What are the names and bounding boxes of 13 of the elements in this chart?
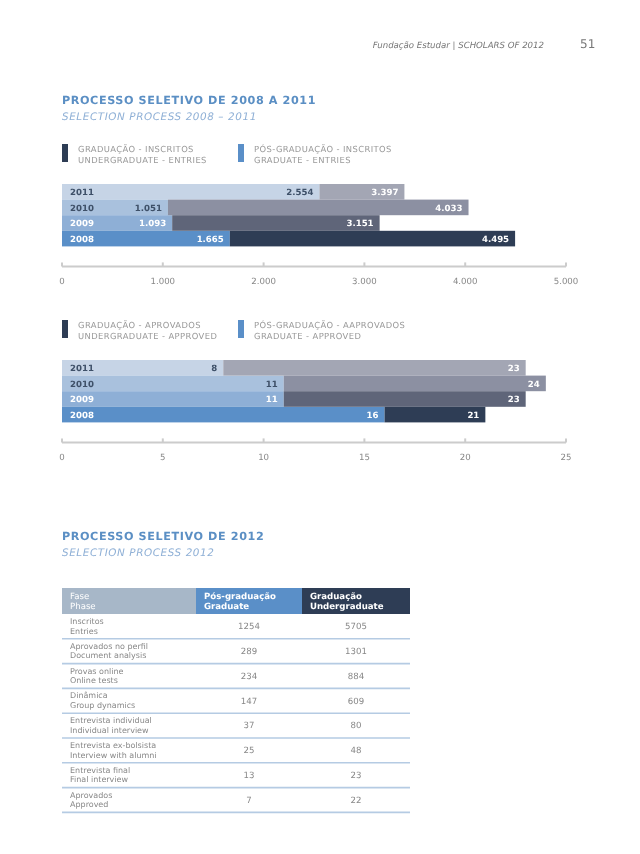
- bar: [384, 406, 486, 423]
- bar: [283, 375, 546, 392]
- bar: [229, 230, 516, 247]
- bar: [62, 406, 385, 423]
- bar: [62, 391, 284, 407]
- bar: [172, 215, 380, 231]
- bar: [62, 360, 224, 376]
- bar: [319, 184, 405, 200]
- bar: [283, 391, 526, 407]
- bar: [223, 360, 526, 376]
- bar: [167, 199, 469, 216]
- bar: [62, 375, 284, 392]
- bar: [62, 184, 320, 200]
